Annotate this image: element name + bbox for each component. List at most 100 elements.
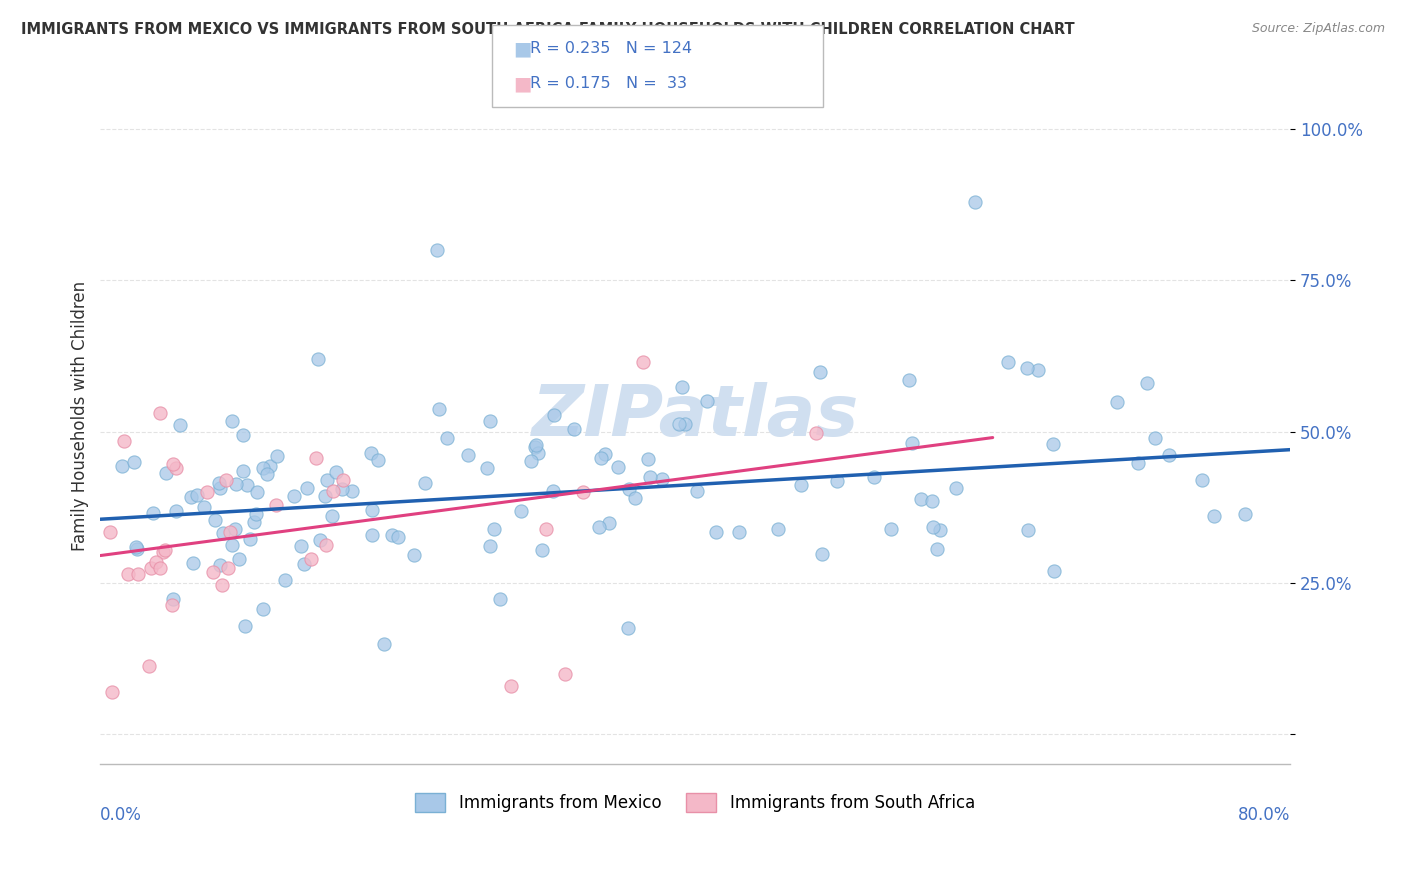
Point <box>340 483 363 498</box>
Point <box>1105 395 1128 409</box>
Point <box>330 483 353 497</box>
Point <box>554 666 576 681</box>
Point <box>527 446 550 460</box>
Point <box>111 458 134 473</box>
Point <box>880 522 903 536</box>
Point <box>928 523 950 537</box>
Point <box>361 503 384 517</box>
Point <box>142 506 165 520</box>
Point <box>232 427 254 442</box>
Point <box>125 541 148 556</box>
Point <box>811 547 834 561</box>
Point <box>534 522 557 536</box>
Point <box>637 452 659 467</box>
Point <box>217 561 239 575</box>
Point <box>266 450 288 464</box>
Point <box>208 481 231 495</box>
Point <box>523 440 546 454</box>
Point <box>1126 456 1149 470</box>
Point <box>1042 436 1064 450</box>
Point <box>117 567 139 582</box>
Point <box>308 533 330 548</box>
Point <box>543 408 565 422</box>
Point <box>233 619 256 633</box>
Point <box>541 484 564 499</box>
Point <box>1015 361 1038 376</box>
Point <box>149 406 172 420</box>
Point <box>478 540 501 554</box>
Point <box>728 524 751 539</box>
Point <box>1136 376 1159 391</box>
Point <box>963 194 986 209</box>
Point <box>804 426 827 441</box>
Point <box>122 454 145 468</box>
Point <box>1017 523 1039 537</box>
Point <box>224 522 246 536</box>
Point <box>169 418 191 433</box>
Point <box>100 684 122 698</box>
Point <box>232 464 254 478</box>
Text: ■: ■ <box>513 74 531 93</box>
Text: R = 0.175   N =  33: R = 0.175 N = 33 <box>530 76 688 91</box>
Point <box>201 566 224 580</box>
Point <box>162 457 184 471</box>
Point <box>1159 448 1181 462</box>
Point <box>436 431 458 445</box>
Point <box>221 414 243 428</box>
Text: ZIPatlas: ZIPatlas <box>531 382 859 450</box>
Point <box>165 460 187 475</box>
Point <box>686 484 709 499</box>
Point <box>671 380 693 394</box>
Point <box>124 541 146 555</box>
Point <box>367 453 389 467</box>
Point <box>186 488 208 502</box>
Point <box>475 460 498 475</box>
Point <box>243 515 266 529</box>
Point <box>651 472 673 486</box>
Point <box>225 477 247 491</box>
Point <box>316 473 339 487</box>
Point <box>427 401 450 416</box>
Point <box>228 551 250 566</box>
Point <box>1043 564 1066 578</box>
Point <box>1204 508 1226 523</box>
Point <box>138 658 160 673</box>
Point <box>259 458 281 473</box>
Text: R = 0.235   N = 124: R = 0.235 N = 124 <box>530 41 692 56</box>
Point <box>245 507 267 521</box>
Point <box>162 592 184 607</box>
Point <box>252 601 274 615</box>
Point <box>149 561 172 575</box>
Point <box>139 561 162 575</box>
Point <box>145 555 167 569</box>
Point <box>181 557 204 571</box>
Point <box>239 532 262 546</box>
Point <box>1233 507 1256 521</box>
Point <box>292 557 315 571</box>
Point <box>478 414 501 428</box>
Point <box>211 578 233 592</box>
Text: 0.0%: 0.0% <box>100 806 142 824</box>
Point <box>766 522 789 536</box>
Point <box>562 422 585 436</box>
Point <box>901 436 924 450</box>
Point <box>322 483 344 498</box>
Point <box>704 524 727 539</box>
Point <box>1026 363 1049 377</box>
Point <box>598 516 620 530</box>
Point <box>1191 474 1213 488</box>
Point <box>862 469 884 483</box>
Point <box>484 522 506 536</box>
Point <box>825 474 848 488</box>
Point <box>180 490 202 504</box>
Point <box>617 621 640 635</box>
Point <box>215 473 238 487</box>
Point <box>162 599 184 613</box>
Text: ■: ■ <box>513 39 531 58</box>
Point <box>1144 431 1167 445</box>
Point <box>638 469 661 483</box>
Point <box>332 474 354 488</box>
Point <box>531 543 554 558</box>
Point <box>381 528 404 542</box>
Point <box>209 558 232 573</box>
